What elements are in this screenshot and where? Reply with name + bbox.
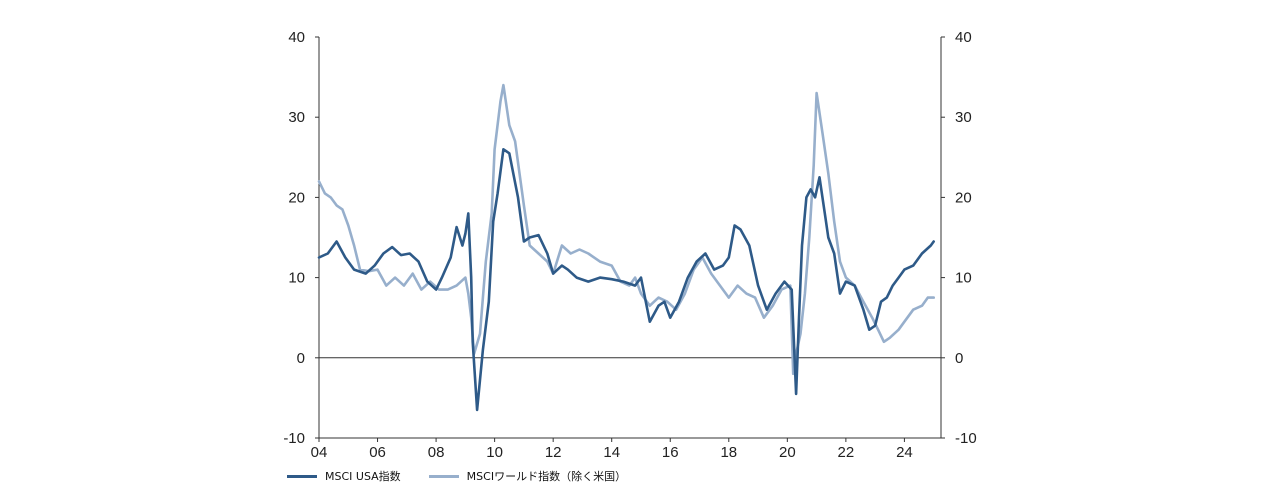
y-tick-label-left: -10 (283, 430, 305, 447)
y-tick-label-right: 40 (955, 29, 972, 46)
x-tick-label: 12 (545, 444, 562, 461)
tick-labels: 40 40 30 30 20 20 10 10 0 0 -10 -10 04 06 08 10 12 14 16 18… (283, 29, 976, 461)
y-tick-label-right: 30 (955, 109, 972, 126)
x-tick-label: 18 (720, 444, 737, 461)
y-tick-label-left: 40 (288, 29, 305, 46)
y-tick-label-right: 20 (955, 189, 972, 206)
x-tick-label: 22 (838, 444, 855, 461)
y-tick-label-right: -10 (955, 430, 977, 447)
y-tick-label-right: 0 (955, 350, 963, 367)
x-tick-label: 14 (603, 444, 620, 461)
series-line-msci-usa (317, 148, 935, 412)
x-tick-label: 08 (428, 444, 445, 461)
legend: MSCI USA指数 MSCIワールド指数（除く米国） (287, 467, 654, 485)
axes (315, 36, 945, 442)
y-tick-label-right: 10 (955, 270, 972, 287)
y-tick-label-left: 0 (297, 350, 305, 367)
x-tick-label: 04 (311, 444, 328, 461)
y-tick-label-left: 20 (288, 189, 305, 206)
legend-label-usa: MSCI USA指数 (325, 470, 401, 483)
y-tick-label-left: 30 (288, 109, 305, 126)
legend-item-world-ex-us: MSCIワールド指数（除く米国） (428, 468, 627, 484)
x-tick-label: 06 (369, 444, 386, 461)
legend-item-usa: MSCI USA指数 (287, 468, 401, 484)
x-tick-label: 16 (662, 444, 679, 461)
series-lines (317, 83, 935, 412)
legend-swatch-usa (287, 474, 317, 478)
x-tick-label: 20 (779, 444, 796, 461)
legend-swatch-world-ex-us (428, 474, 459, 478)
x-tick-label: 24 (896, 444, 913, 461)
x-tick-label: 10 (486, 444, 503, 461)
y-tick-label-left: 10 (288, 270, 305, 287)
legend-label-world-ex-us: MSCIワールド指数（除く米国） (466, 470, 627, 483)
series-line-msci-world-ex-us (317, 83, 935, 376)
